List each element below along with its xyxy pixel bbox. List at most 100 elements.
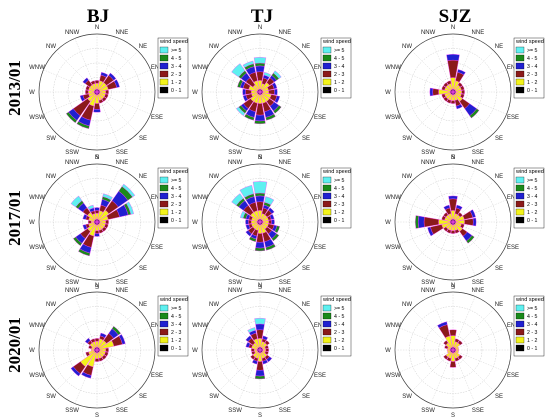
legend-label-1-2: 1 - 2 <box>527 338 537 344</box>
direction-label-ssw: SSW <box>421 408 435 414</box>
direction-label-se: SE <box>495 266 503 272</box>
petal-nnw-5 <box>87 204 95 211</box>
petal-wnw-5 <box>239 210 246 219</box>
petal-s-3-4 <box>255 241 265 249</box>
petal-nnw-5 <box>242 60 254 68</box>
direction-label-nnw: NNW <box>421 30 436 36</box>
direction-label-nnw: NNW <box>228 30 243 36</box>
direction-label-ese: ESE <box>314 115 326 121</box>
legend-label-4-5: 4 - 5 <box>334 186 344 192</box>
direction-label-sw: SW <box>402 136 412 142</box>
petal-wnw-2-3 <box>441 85 446 91</box>
petal-w-1-2 <box>447 348 451 352</box>
grid-circle <box>423 192 483 252</box>
legend-title: wind speed <box>322 297 351 303</box>
direction-label-nw: NW <box>46 174 56 180</box>
direction-label-n: N <box>95 155 99 161</box>
petal-nne-3-4 <box>262 335 269 341</box>
petal-n-3-4 <box>255 323 265 331</box>
direction-label-wnw: WNW <box>29 65 45 71</box>
legend-bj-2017-01: wind speed >= 5 4 - 5 3 - 4 2 - 3 1 - 2 0 - 1 <box>157 167 189 229</box>
wind-rose-bj-2013-01: NNNENEENEEESESESSESSSWSWWSWWWNWNWNNWwind… <box>29 25 189 161</box>
direction-label-nw: NW <box>402 302 412 308</box>
petal-w-3-4 <box>245 219 249 225</box>
petal-ene-5 <box>126 201 134 215</box>
legend-swatch-0-1 <box>322 344 332 352</box>
petal-w-3-4 <box>418 215 425 229</box>
legend-swatch-2-3 <box>515 200 525 208</box>
column-titles: BJ TJ SJZ <box>87 6 471 27</box>
petal-wsw-3-4 <box>82 224 88 231</box>
direction-label-sw: SW <box>46 394 56 400</box>
petal-w-3-4 <box>242 88 246 96</box>
legend-swatch-3-4 <box>322 192 332 200</box>
direction-label-s: S <box>451 285 455 291</box>
petal-wsw-2-3 <box>85 351 90 357</box>
direction-label-sw: SW <box>209 266 219 272</box>
direction-label-ssw: SSW <box>65 280 79 286</box>
petal-w-2-3 <box>88 220 92 224</box>
legend-title: wind speed <box>322 39 351 45</box>
direction-label-nnw: NNW <box>65 30 80 36</box>
petal-nnw-5 <box>239 185 254 198</box>
direction-label-ene: ENE <box>507 323 519 329</box>
legend-label-2-3: 2 - 3 <box>527 72 537 78</box>
direction-label-wnw: WNW <box>192 323 208 329</box>
petal-ese-2-3 <box>264 351 269 355</box>
petal-w-2-3 <box>251 348 255 352</box>
grid-circle <box>67 320 127 380</box>
petal-nw-3-4 <box>82 77 89 84</box>
legend-label-4-5: 4 - 5 <box>171 56 181 62</box>
direction-label-ne: NE <box>302 44 310 50</box>
petal-sw-2-3 <box>443 226 449 232</box>
legend-label-2-3: 2 - 3 <box>527 202 537 208</box>
petal-ssw-2-3 <box>446 357 452 362</box>
grid-circle <box>67 62 127 122</box>
legend-tj-2017-01: wind speed >= 5 4 - 5 3 - 4 2 - 3 1 - 2 0 - 1 <box>320 167 352 229</box>
direction-label-s: S <box>451 155 455 161</box>
legend-swatch-3-4 <box>159 320 169 328</box>
petal-n-4-5 <box>254 192 266 197</box>
direction-label-wnw: WNW <box>192 195 208 201</box>
direction-label-ssw: SSW <box>421 150 435 156</box>
petal-sw-2-3 <box>250 354 256 360</box>
petal-sse-2-3 <box>98 229 104 234</box>
petal-wnw-2-3 <box>444 345 449 349</box>
petal-nnw-2-3 <box>90 80 96 85</box>
petal-se-2-3 <box>101 96 107 102</box>
petal-ssw-4-5 <box>78 248 91 257</box>
petal-sw-4-5 <box>73 236 83 246</box>
petal-nne-5 <box>102 193 113 201</box>
legend-swatch-4-5 <box>322 312 332 320</box>
direction-label-ssw: SSW <box>65 150 79 156</box>
legend-label-2-3: 2 - 3 <box>334 330 344 336</box>
legend-label-5: >= 5 <box>171 178 182 184</box>
legend-label-0-1: 0 - 1 <box>527 88 537 94</box>
petal-se-4-5 <box>273 105 282 114</box>
direction-label-sw: SW <box>402 266 412 272</box>
direction-label-wnw: WNW <box>29 195 45 201</box>
direction-label-sw: SW <box>46 136 56 142</box>
direction-label-wsw: WSW <box>192 373 208 379</box>
direction-label-sw: SW <box>46 266 56 272</box>
direction-label-w: W <box>385 220 391 226</box>
row-title-2013: 2013/01 <box>5 60 24 116</box>
legend-label-1-2: 1 - 2 <box>334 210 344 216</box>
legend-label-1-2: 1 - 2 <box>527 80 537 86</box>
direction-label-ne: NE <box>495 174 503 180</box>
legend-swatch-1-2 <box>322 208 332 216</box>
direction-label-n: N <box>451 283 455 289</box>
direction-label-ese: ESE <box>507 373 519 379</box>
petal-sw-2-3 <box>443 96 449 102</box>
legend-swatch-4-5 <box>159 184 169 192</box>
direction-label-ene: ENE <box>314 323 326 329</box>
direction-label-sse: SSE <box>116 408 128 414</box>
direction-label-n: N <box>258 283 262 289</box>
petal-nnw-2-3 <box>446 80 452 85</box>
legend-label-2-3: 2 - 3 <box>171 330 181 336</box>
petal-n-3-4 <box>448 195 458 200</box>
direction-label-wsw: WSW <box>385 373 401 379</box>
legend-swatch-5 <box>515 304 525 312</box>
legend-bj-2020-01: wind speed >= 5 4 - 5 3 - 4 2 - 3 1 - 2 0 - 1 <box>157 295 189 357</box>
